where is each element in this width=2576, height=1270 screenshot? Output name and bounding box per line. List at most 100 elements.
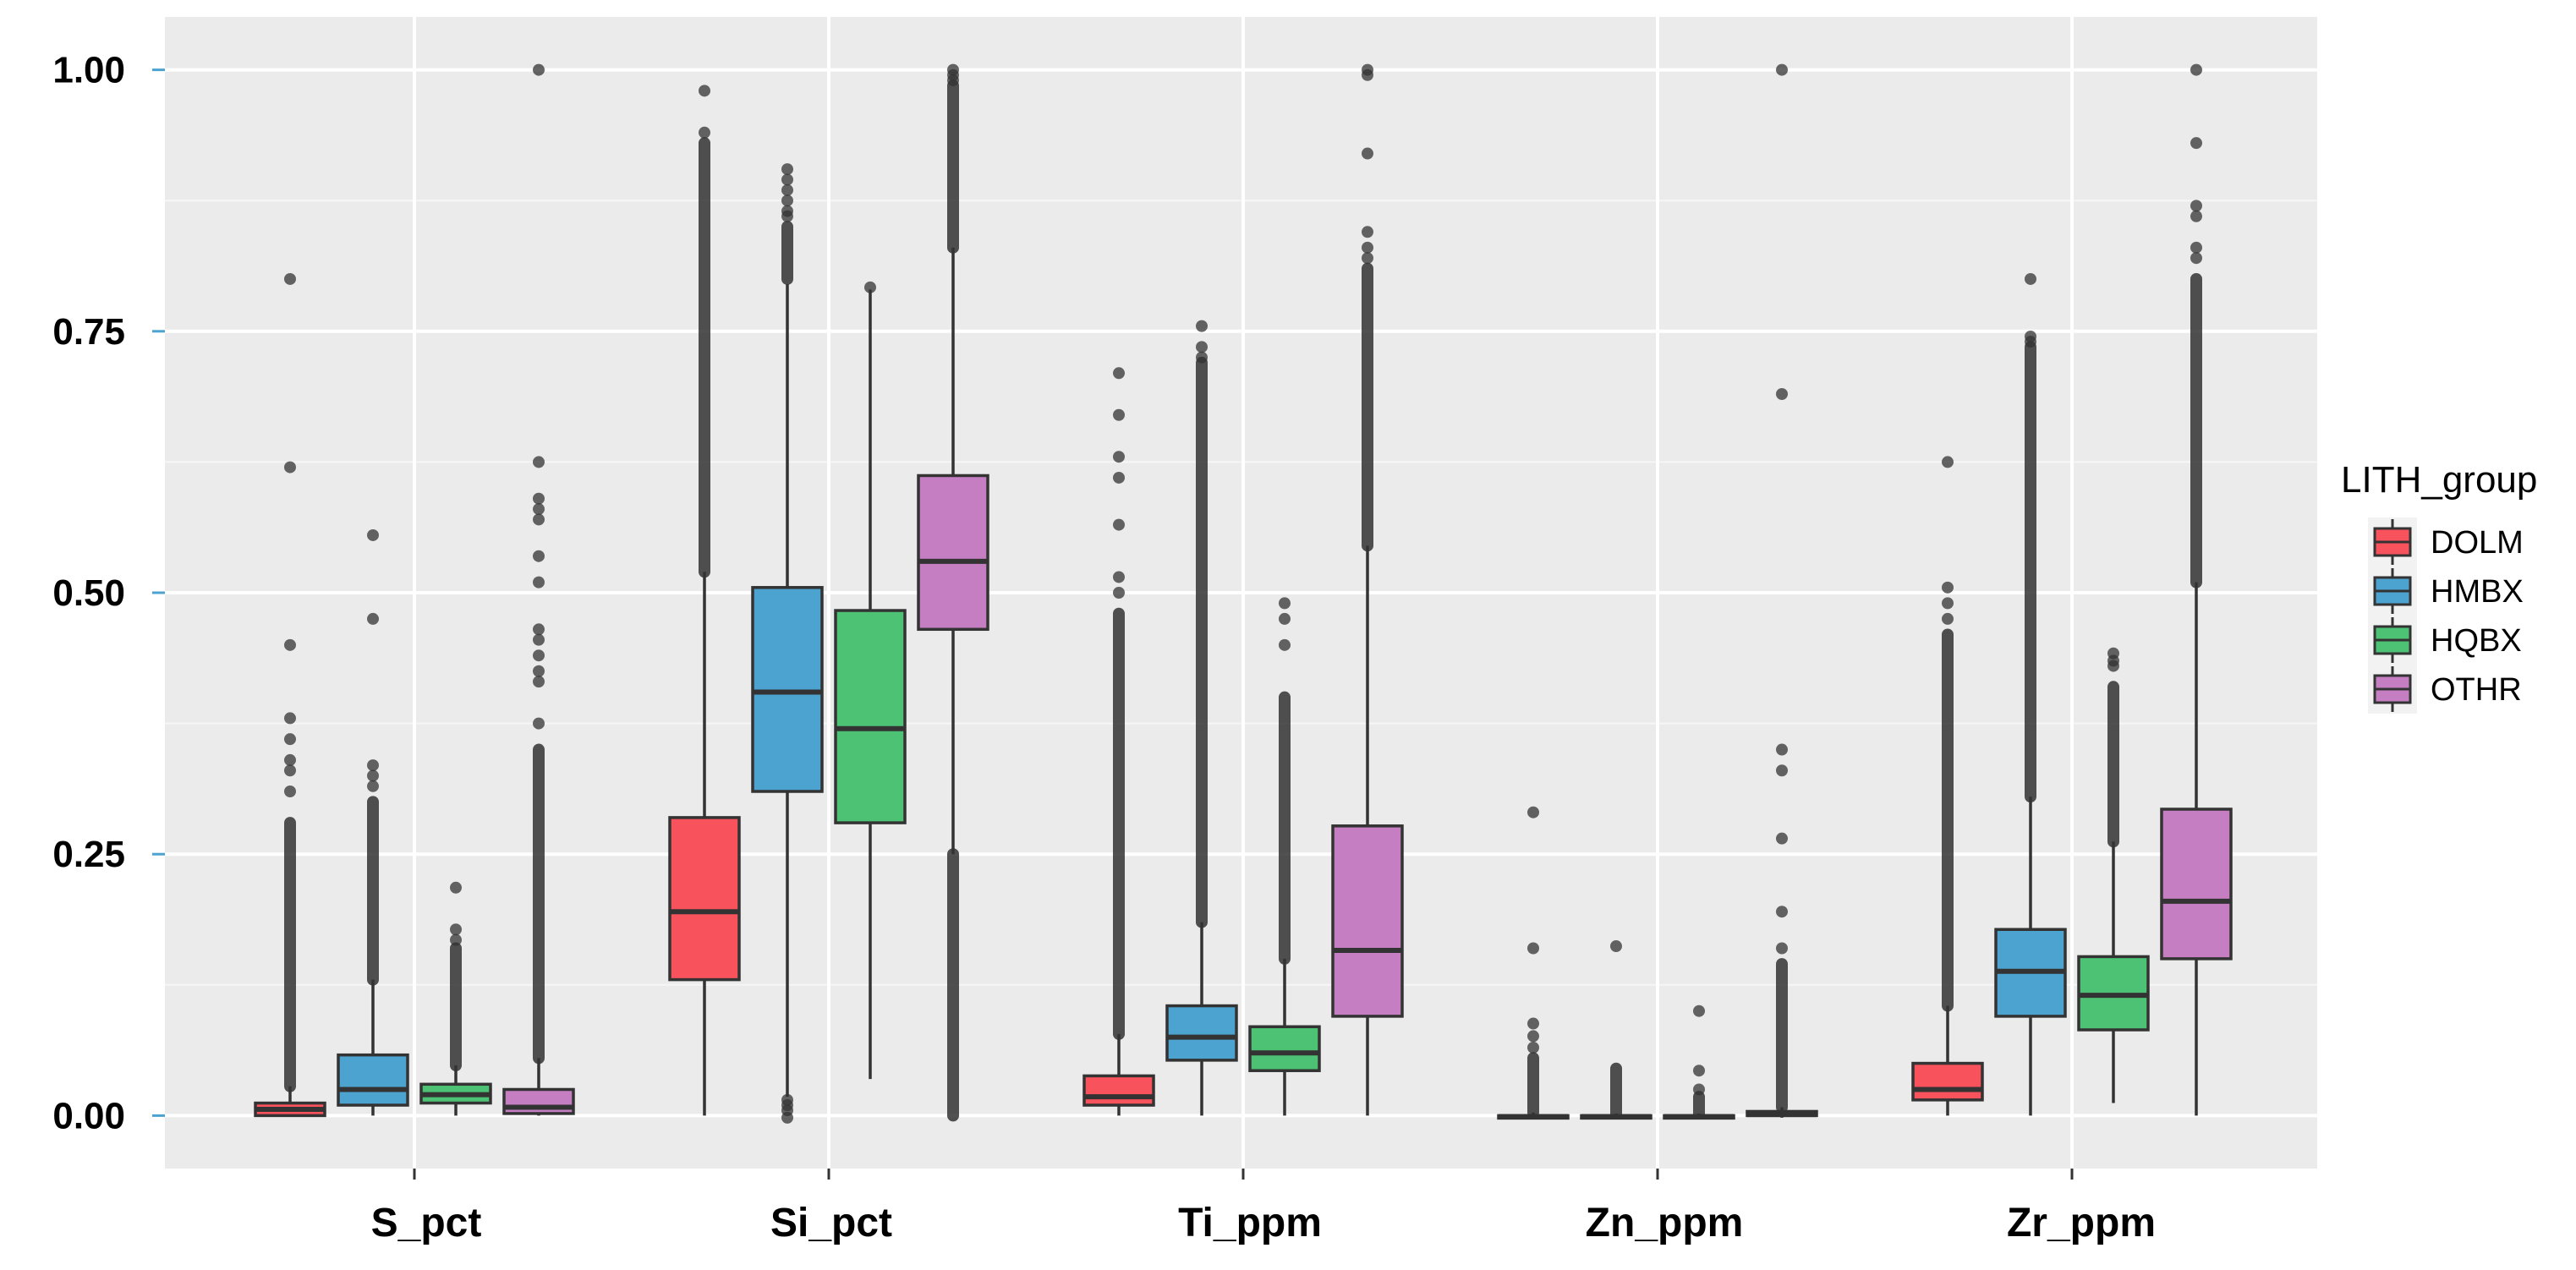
outlier-band <box>1527 1052 1539 1119</box>
outlier-point <box>1942 581 1954 594</box>
series-othr <box>502 63 2233 1122</box>
outlier-point <box>699 126 710 139</box>
outlier-point <box>1113 408 1125 421</box>
outlier-band <box>450 942 462 1072</box>
y-tick: 1.00 <box>52 50 165 91</box>
box-hmbx-s_pct <box>337 528 409 1116</box>
outlier-band <box>1279 691 1291 965</box>
outlier-point <box>367 769 379 782</box>
box-hqbx-zn_ppm <box>1663 1005 1735 1120</box>
outlier-band <box>2107 681 2119 848</box>
outlier-band <box>1610 1062 1622 1119</box>
box-othr-zr_ppm <box>2160 63 2233 1116</box>
outlier-point <box>2190 63 2202 76</box>
outlier-point <box>1776 906 1788 918</box>
outlier-point <box>1693 1083 1705 1096</box>
outlier-band <box>2025 341 2036 803</box>
outlier-point <box>1527 1030 1539 1043</box>
outlier-point <box>1362 241 1373 254</box>
legend-label: OTHR <box>2431 672 2522 708</box>
outlier-point <box>781 1093 793 1106</box>
outlier-point <box>367 780 379 792</box>
box-othr-si_pct <box>917 63 989 1122</box>
minor-gridlines <box>165 200 2317 986</box>
box-othr-ti_ppm <box>1331 63 1404 1116</box>
box-hmbx-zr_ppm <box>1994 272 2067 1116</box>
box-othr-zn_ppm <box>1746 63 1818 1118</box>
y-tick-label: 0.00 <box>52 1095 125 1136</box>
box-body <box>834 609 907 824</box>
y-tick: 0.50 <box>52 572 165 614</box>
outlier-point <box>1113 587 1125 599</box>
outlier-point <box>1362 252 1373 265</box>
outlier-point <box>1776 832 1788 845</box>
outlier-point <box>1693 1065 1705 1077</box>
outlier-point <box>1196 320 1208 332</box>
outlier-point <box>1196 351 1208 364</box>
series-hqbx <box>419 281 2150 1120</box>
outlier-point <box>1362 226 1373 238</box>
legend-item-othr: OTHR <box>2368 665 2522 714</box>
outlier-point <box>533 503 545 516</box>
x-tick-label: Zn_ppm <box>1586 1201 1744 1245</box>
x-tick: Zn_ppm <box>1586 1169 1744 1245</box>
outlier-point <box>533 623 545 636</box>
outlier-point <box>533 63 545 76</box>
outlier-point <box>1776 63 1788 76</box>
outlier-point <box>1942 597 1954 610</box>
series-dolm <box>254 85 1984 1120</box>
outlier-band <box>284 817 296 1092</box>
box-body <box>337 1053 409 1107</box>
boxplot-series <box>254 63 2233 1124</box>
outlier-point <box>533 492 545 505</box>
legend-item-hqbx: HQBX <box>2368 616 2522 665</box>
outlier-point <box>284 733 296 746</box>
box-hqbx-s_pct <box>419 881 492 1116</box>
outlier-point <box>284 272 296 285</box>
box-body <box>1082 1074 1155 1107</box>
outlier-point <box>864 281 876 293</box>
outlier-point <box>2025 336 2036 348</box>
outlier-point <box>2190 200 2202 212</box>
x-tick: Ti_ppm <box>1178 1169 1322 1245</box>
y-tick-label: 0.50 <box>52 572 125 614</box>
y-axis: 0.00 0.25 0.50 0.75 1.00 <box>52 50 165 1136</box>
outlier-point <box>1113 471 1125 484</box>
x-tick: S_pct <box>371 1169 481 1245</box>
box-body <box>751 586 824 793</box>
outlier-point <box>1527 942 1539 955</box>
y-tick-label: 0.75 <box>52 311 125 353</box>
outlier-point <box>1279 597 1291 610</box>
box-hmbx-ti_ppm <box>1165 320 1238 1116</box>
box-hmbx-zn_ppm <box>1580 940 1652 1120</box>
box-dolm-zn_ppm <box>1497 806 1570 1120</box>
outlier-point <box>1362 68 1373 81</box>
outlier-point <box>1527 806 1539 818</box>
box-hqbx-ti_ppm <box>1248 597 1321 1116</box>
outlier-point <box>2190 137 2202 150</box>
legend-label: DOLM <box>2431 525 2524 561</box>
box-body <box>1165 1004 1238 1062</box>
x-tick: Zr_ppm <box>2007 1169 2156 1245</box>
outlier-point <box>781 210 793 222</box>
outlier-point <box>284 785 296 797</box>
outlier-point <box>450 923 462 936</box>
outlier-point <box>533 633 545 646</box>
series-hmbx <box>337 163 2067 1124</box>
outlier-point <box>1942 612 1954 625</box>
box-othr-s_pct <box>502 63 575 1116</box>
outlier-point <box>367 612 379 625</box>
outlier-point <box>2025 272 2036 285</box>
box-dolm-zr_ppm <box>1911 456 1984 1116</box>
outlier-point <box>1113 571 1125 583</box>
outlier-band <box>1362 262 1373 552</box>
box-hqbx-si_pct <box>834 281 907 1080</box>
outlier-point <box>2190 210 2202 222</box>
outlier-band <box>1776 958 1788 1114</box>
x-tick-label: Ti_ppm <box>1178 1201 1322 1245</box>
outlier-point <box>533 576 545 588</box>
outlier-point <box>699 85 710 97</box>
outlier-point <box>1610 940 1622 953</box>
outlier-point <box>2190 241 2202 254</box>
outlier-point <box>284 712 296 725</box>
